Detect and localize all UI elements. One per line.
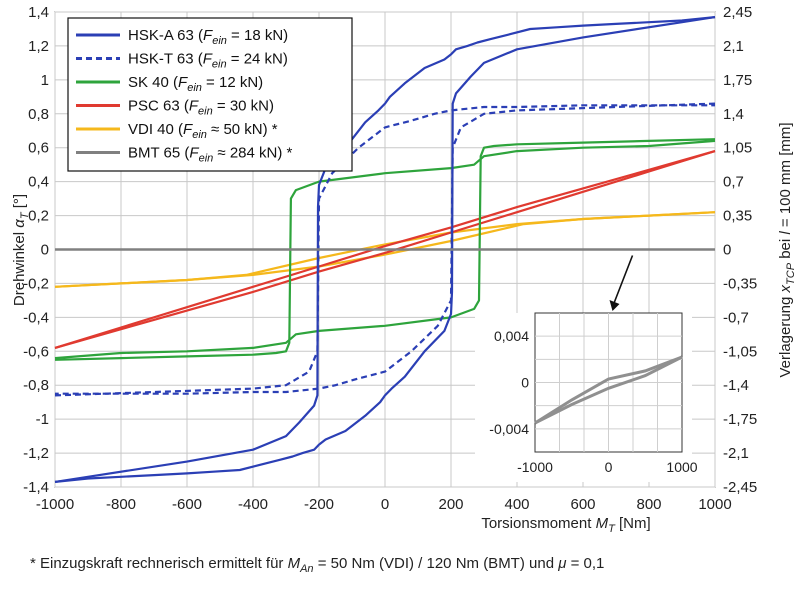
series-line-return-4 (54, 211, 716, 288)
y-tick-label-right: -1,4 (723, 377, 749, 394)
y-tick-label-right: -0,35 (723, 275, 757, 292)
y-tick-label-left: 0,2 (28, 208, 49, 225)
inset-x-tick-label: -1000 (517, 459, 553, 475)
series-line-1 (54, 104, 715, 397)
y-tick-label-left: -1 (36, 411, 49, 428)
y-tick-label-right: 0,35 (723, 208, 752, 225)
y-tick-label-left: 0,4 (28, 174, 49, 191)
series-line-return-1 (55, 102, 716, 395)
y-axis-label-right: Verlagerung xTCP bei l = 100 mm [mm] (777, 122, 797, 377)
series-layer (54, 16, 716, 483)
inset-y-tick-label: 0,004 (494, 328, 529, 344)
y-tick-label-right: 2,45 (723, 4, 752, 21)
inset-chart: -1000 0 1000 -0,004 0 0,004 (475, 255, 698, 482)
series-line-3 (54, 150, 716, 349)
y-tick-label-left: -1,4 (23, 479, 49, 496)
tick-labels: -1000 -800 -600 -400 -200 0 200 400 600 800 1000-1… (23, 4, 757, 513)
y-tick-label-right: -1,75 (723, 411, 757, 428)
y-tick-label-right: 2,1 (723, 38, 744, 55)
y-tick-label-right: -2,1 (723, 445, 749, 462)
x-tick-label: -600 (172, 496, 202, 513)
y-axis-label-left: Drehwinkel αT [°] (11, 194, 31, 306)
y-tick-label-right: 0,7 (723, 174, 744, 191)
inset-series-line (534, 355, 683, 425)
y-tick-label-left: -0,2 (23, 275, 49, 292)
legend-label: HSK-A 63 (Fein = 18 kN) (128, 27, 288, 47)
series-line-2 (54, 139, 716, 361)
x-tick-label: 1000 (698, 496, 731, 513)
y-tick-label-left: -0,6 (23, 343, 49, 360)
legend-label: SK 40 (Fein = 12 kN) (128, 74, 263, 94)
x-axis-label: Torsionsmoment MT [Nm] (481, 515, 650, 535)
y-tick-label-left: 1,2 (28, 38, 49, 55)
y-tick-label-left: -1,2 (23, 445, 49, 462)
x-tick-label: 0 (381, 496, 389, 513)
y-tick-label-right: -0,7 (723, 309, 749, 326)
footnote: * Einzugskraft rechnerisch ermittelt für… (30, 555, 604, 575)
y-tick-label-right: -2,45 (723, 479, 757, 496)
x-tick-label: -800 (106, 496, 136, 513)
inset-x-tick-label: 1000 (666, 459, 697, 475)
legend-label: PSC 63 (Fein = 30 kN) (128, 98, 274, 118)
series-line-return-2 (54, 138, 716, 360)
y-tick-label-left: -0,8 (23, 377, 49, 394)
legend-box (67, 17, 353, 172)
y-tick-label-left: 1,4 (28, 4, 49, 21)
inset-x-tick-label: 0 (605, 459, 613, 475)
x-tick-label: -1000 (36, 496, 74, 513)
y-tick-label-right: 1,4 (723, 106, 744, 123)
y-tick-label-left: 0 (41, 242, 49, 259)
inset-arrow-head (609, 300, 620, 311)
x-tick-label: 200 (438, 496, 463, 513)
legend-label: HSK-T 63 (Fein = 24 kN) (128, 51, 288, 71)
y-tick-label-right: 0 (723, 242, 731, 259)
x-tick-label: -400 (238, 496, 268, 513)
series-line-return-3 (54, 150, 716, 349)
y-tick-label-right: 1,05 (723, 140, 752, 157)
inset-y-tick-label: -0,004 (489, 421, 529, 437)
y-tick-label-left: 1 (41, 72, 49, 89)
x-tick-label: 600 (570, 496, 595, 513)
inset-series-line-return (534, 355, 683, 425)
legend: HSK-A 63 (Fein = 18 kN) HSK-T 63 (Fein = … (67, 17, 353, 172)
legend-label: BMT 65 (Fein ≈ 284 kN) * (128, 145, 293, 165)
x-tick-label: 800 (636, 496, 661, 513)
y-tick-label-right: 1,75 (723, 72, 752, 89)
series-line-return-0 (54, 16, 716, 483)
series-line-0 (54, 16, 716, 483)
x-tick-label: -200 (304, 496, 334, 513)
y-tick-label-left: -0,4 (23, 309, 49, 326)
y-tick-label-right: -1,05 (723, 343, 757, 360)
x-tick-label: 400 (504, 496, 529, 513)
y-tick-label-left: 0,8 (28, 106, 49, 123)
y-tick-label-left: 0,6 (28, 140, 49, 157)
inset-y-tick-label: 0 (521, 375, 529, 391)
inset-arrow (611, 255, 634, 308)
legend-label: VDI 40 (Fein ≈ 50 kN) * (128, 121, 278, 141)
